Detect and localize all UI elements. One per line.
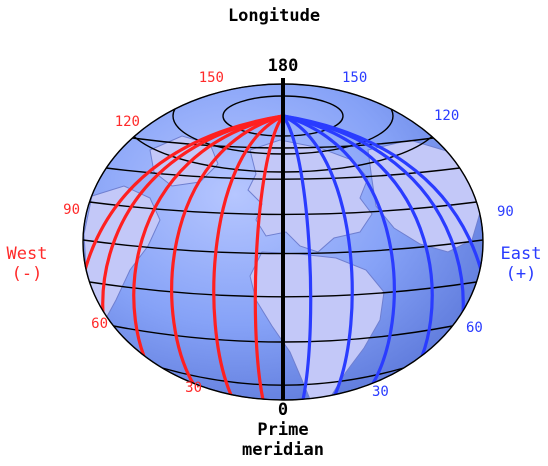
east-meridian-line (281, 114, 396, 392)
east-meridian-line (281, 114, 354, 397)
label-east-60: 60 (466, 320, 483, 336)
label-west-150: 150 (198, 70, 224, 86)
label-west-60: 60 (91, 316, 108, 332)
west-meridian-line (83, 114, 285, 377)
label-west-120: 120 (114, 114, 140, 130)
label-east-30: 30 (372, 384, 389, 400)
label-0: 0 (277, 400, 289, 420)
east-meridian-line (281, 114, 483, 377)
label-180: 180 (267, 56, 299, 76)
east-meridian-line (281, 114, 434, 387)
west-meridian-line (253, 114, 285, 400)
prime-meridian-label-line1: Prime (257, 420, 309, 440)
west-meridian-line (132, 114, 285, 387)
diagram-title: Longitude (227, 6, 321, 26)
west-meridian-line (170, 114, 285, 392)
label-east-150: 150 (342, 70, 368, 86)
label-east-90: 90 (497, 204, 514, 220)
globe-outline (82, 83, 484, 401)
west-label: West (6, 244, 48, 264)
east-meridian-line (281, 114, 313, 400)
west-meridian-line (212, 114, 285, 397)
label-west-30: 30 (185, 380, 202, 396)
east-label: East (500, 244, 542, 264)
asia-landmass (367, 139, 483, 253)
west-sign: (-) (11, 264, 43, 284)
label-west-90: 90 (63, 202, 80, 218)
label-east-120: 120 (434, 108, 460, 124)
prime-meridian-label-line2: meridian (242, 440, 324, 460)
east-sign: (+) (505, 264, 537, 284)
